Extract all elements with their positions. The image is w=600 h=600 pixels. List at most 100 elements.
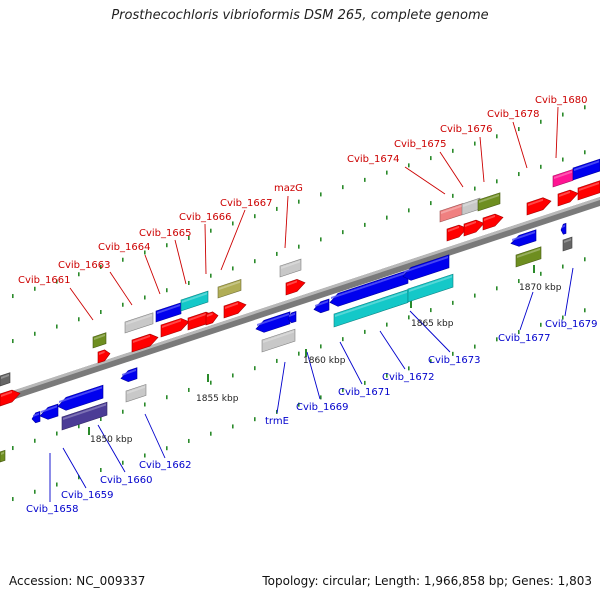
gene-cvib-1676c[interactable] (482, 213, 504, 231)
gene-cvib-1661b[interactable] (97, 349, 111, 364)
gene-cvib-1677b[interactable] (515, 246, 542, 268)
gene-cvib-1672b[interactable] (402, 254, 450, 281)
gene-label-cvib-1664[interactable]: Cvib_1664 (98, 242, 150, 253)
gene-label-cvib-1674[interactable]: Cvib_1674 (347, 154, 399, 165)
gene-cvib-1676[interactable] (463, 219, 485, 237)
gene-cvib-1660b[interactable] (61, 401, 108, 431)
gene-cvib-1666c[interactable] (205, 311, 219, 326)
gene-right-blue[interactable] (572, 158, 600, 181)
gene-cvib-1662b[interactable] (125, 383, 147, 403)
kbp-tick-2 (305, 349, 307, 357)
gene-cvib-1678[interactable] (526, 197, 552, 216)
genome-backbone (0, 197, 600, 404)
gene-label-cvib-1673[interactable]: Cvib_1673 (428, 355, 480, 366)
gene-cvib-1661[interactable] (92, 332, 107, 349)
gene-label-cvib-1660[interactable]: Cvib_1660 (100, 475, 152, 486)
gene-label-cvib-1666[interactable]: Cvib_1666 (179, 212, 231, 223)
gene-label-cvib-1669[interactable]: Cvib_1669 (296, 402, 348, 413)
guide-tick-4 (78, 317, 80, 322)
label-leader-lines (49, 106, 574, 502)
gene-cvib-1675[interactable] (446, 224, 468, 242)
guide-tick-35 (122, 409, 124, 414)
guide-tick-18 (386, 215, 388, 220)
gene-cvib-1672[interactable] (333, 289, 409, 328)
guide-tick-91 (78, 475, 80, 480)
leader-line-1 (109, 271, 133, 306)
guide-tick-77 (408, 163, 410, 168)
gene-trme-b[interactable] (261, 328, 296, 353)
guide-tick-59 (12, 294, 14, 299)
gene-cvib-1659[interactable] (39, 403, 59, 420)
guide-tick-107 (430, 359, 432, 364)
gene-label-cvib-1675[interactable]: Cvib_1675 (394, 139, 446, 150)
gene-label-cvib-1662[interactable]: Cvib_1662 (139, 460, 191, 471)
gene-cvib-1658[interactable] (31, 410, 41, 424)
gene-cvib-1666a[interactable] (180, 290, 209, 312)
gene-cvib-1665b[interactable] (160, 318, 190, 338)
gene-cvib-1680b[interactable] (557, 189, 579, 207)
gene-trme-c[interactable] (287, 310, 297, 324)
gene-cvib-1680[interactable] (552, 168, 574, 188)
leader-line-6 (284, 195, 289, 249)
guide-tick-31 (34, 438, 36, 443)
gene-label-cvib-1676[interactable]: Cvib_1676 (440, 124, 492, 135)
gene-block-left-gray[interactable] (0, 372, 11, 387)
gene-cvib-1669[interactable] (313, 298, 330, 314)
gene-cvib-1679[interactable] (560, 222, 567, 235)
gene-label-mazg[interactable]: mazG (274, 183, 303, 194)
gene-label-cvib-1680[interactable]: Cvib_1680 (535, 95, 587, 106)
guide-tick-84 (562, 112, 564, 117)
gene-cvib-1675b[interactable] (461, 197, 481, 216)
guide-tick-102 (320, 395, 322, 400)
gene-cvib-1665a[interactable] (155, 302, 182, 323)
leader-line-0 (69, 287, 94, 321)
gene-mazg[interactable] (285, 279, 306, 296)
gene-label-cvib-1678[interactable]: Cvib_1678 (487, 109, 539, 120)
gene-cvib-1677[interactable] (510, 229, 537, 247)
guide-tick-109 (474, 344, 476, 349)
gene-block-left-red[interactable] (0, 389, 21, 407)
gene-cvib-1674[interactable] (439, 202, 464, 223)
guide-tick-23 (496, 179, 498, 184)
guide-tick-78 (430, 156, 432, 161)
gene-cvib-1662[interactable] (120, 367, 138, 382)
gene-label-cvib-1665[interactable]: Cvib_1665 (139, 228, 191, 239)
leader-line-18 (339, 341, 363, 385)
gene-cvib-1676b[interactable] (477, 192, 501, 212)
guide-tick-89 (34, 489, 36, 494)
guide-tick-36 (144, 402, 146, 407)
gene-label-cvib-1661[interactable]: Cvib_1661 (18, 275, 70, 286)
gene-features (0, 158, 600, 463)
gene-label-cvib-1658[interactable]: Cvib_1658 (26, 504, 78, 515)
gene-label-cvib-1672[interactable]: Cvib_1672 (382, 372, 434, 383)
gene-label-trme[interactable]: trmE (265, 416, 289, 427)
gene-label-cvib-1663[interactable]: Cvib_1663 (58, 260, 110, 271)
gene-right-red[interactable] (577, 180, 600, 201)
gene-cvib-1673[interactable] (407, 273, 454, 303)
guide-tick-38 (188, 387, 190, 392)
gene-cvib-1660[interactable] (57, 384, 104, 411)
gene-cvib-1667a[interactable] (217, 278, 242, 299)
guide-tick-37 (166, 395, 168, 400)
guide-tick-33 (78, 424, 80, 429)
gene-cvib-1663[interactable] (124, 312, 154, 334)
gene-mazg-a[interactable] (279, 258, 302, 278)
guide-tick-39 (210, 380, 212, 385)
gene-label-cvib-1679[interactable]: Cvib_1679 (545, 319, 597, 330)
leader-line-22 (564, 267, 574, 317)
gene-label-cvib-1667[interactable]: Cvib_1667 (220, 198, 272, 209)
gene-label-cvib-1659[interactable]: Cvib_1659 (61, 490, 113, 501)
gene-cvib-1667b[interactable] (223, 301, 247, 319)
guide-tick-17 (364, 222, 366, 227)
guide-tick-101 (298, 402, 300, 407)
gene-label-cvib-1677[interactable]: Cvib_1677 (498, 333, 550, 344)
gene-cvib-1664[interactable] (131, 333, 159, 353)
guide-tick-83 (540, 119, 542, 124)
kbp-tick-4 (533, 265, 535, 273)
guide-tick-53 (518, 279, 520, 284)
leader-line-11 (555, 106, 559, 159)
guide-tick-70 (254, 214, 256, 219)
gene-bottom-left-olive[interactable] (0, 449, 6, 463)
gene-cvib-1679b[interactable] (562, 236, 573, 252)
gene-label-cvib-1671[interactable]: Cvib_1671 (338, 387, 390, 398)
